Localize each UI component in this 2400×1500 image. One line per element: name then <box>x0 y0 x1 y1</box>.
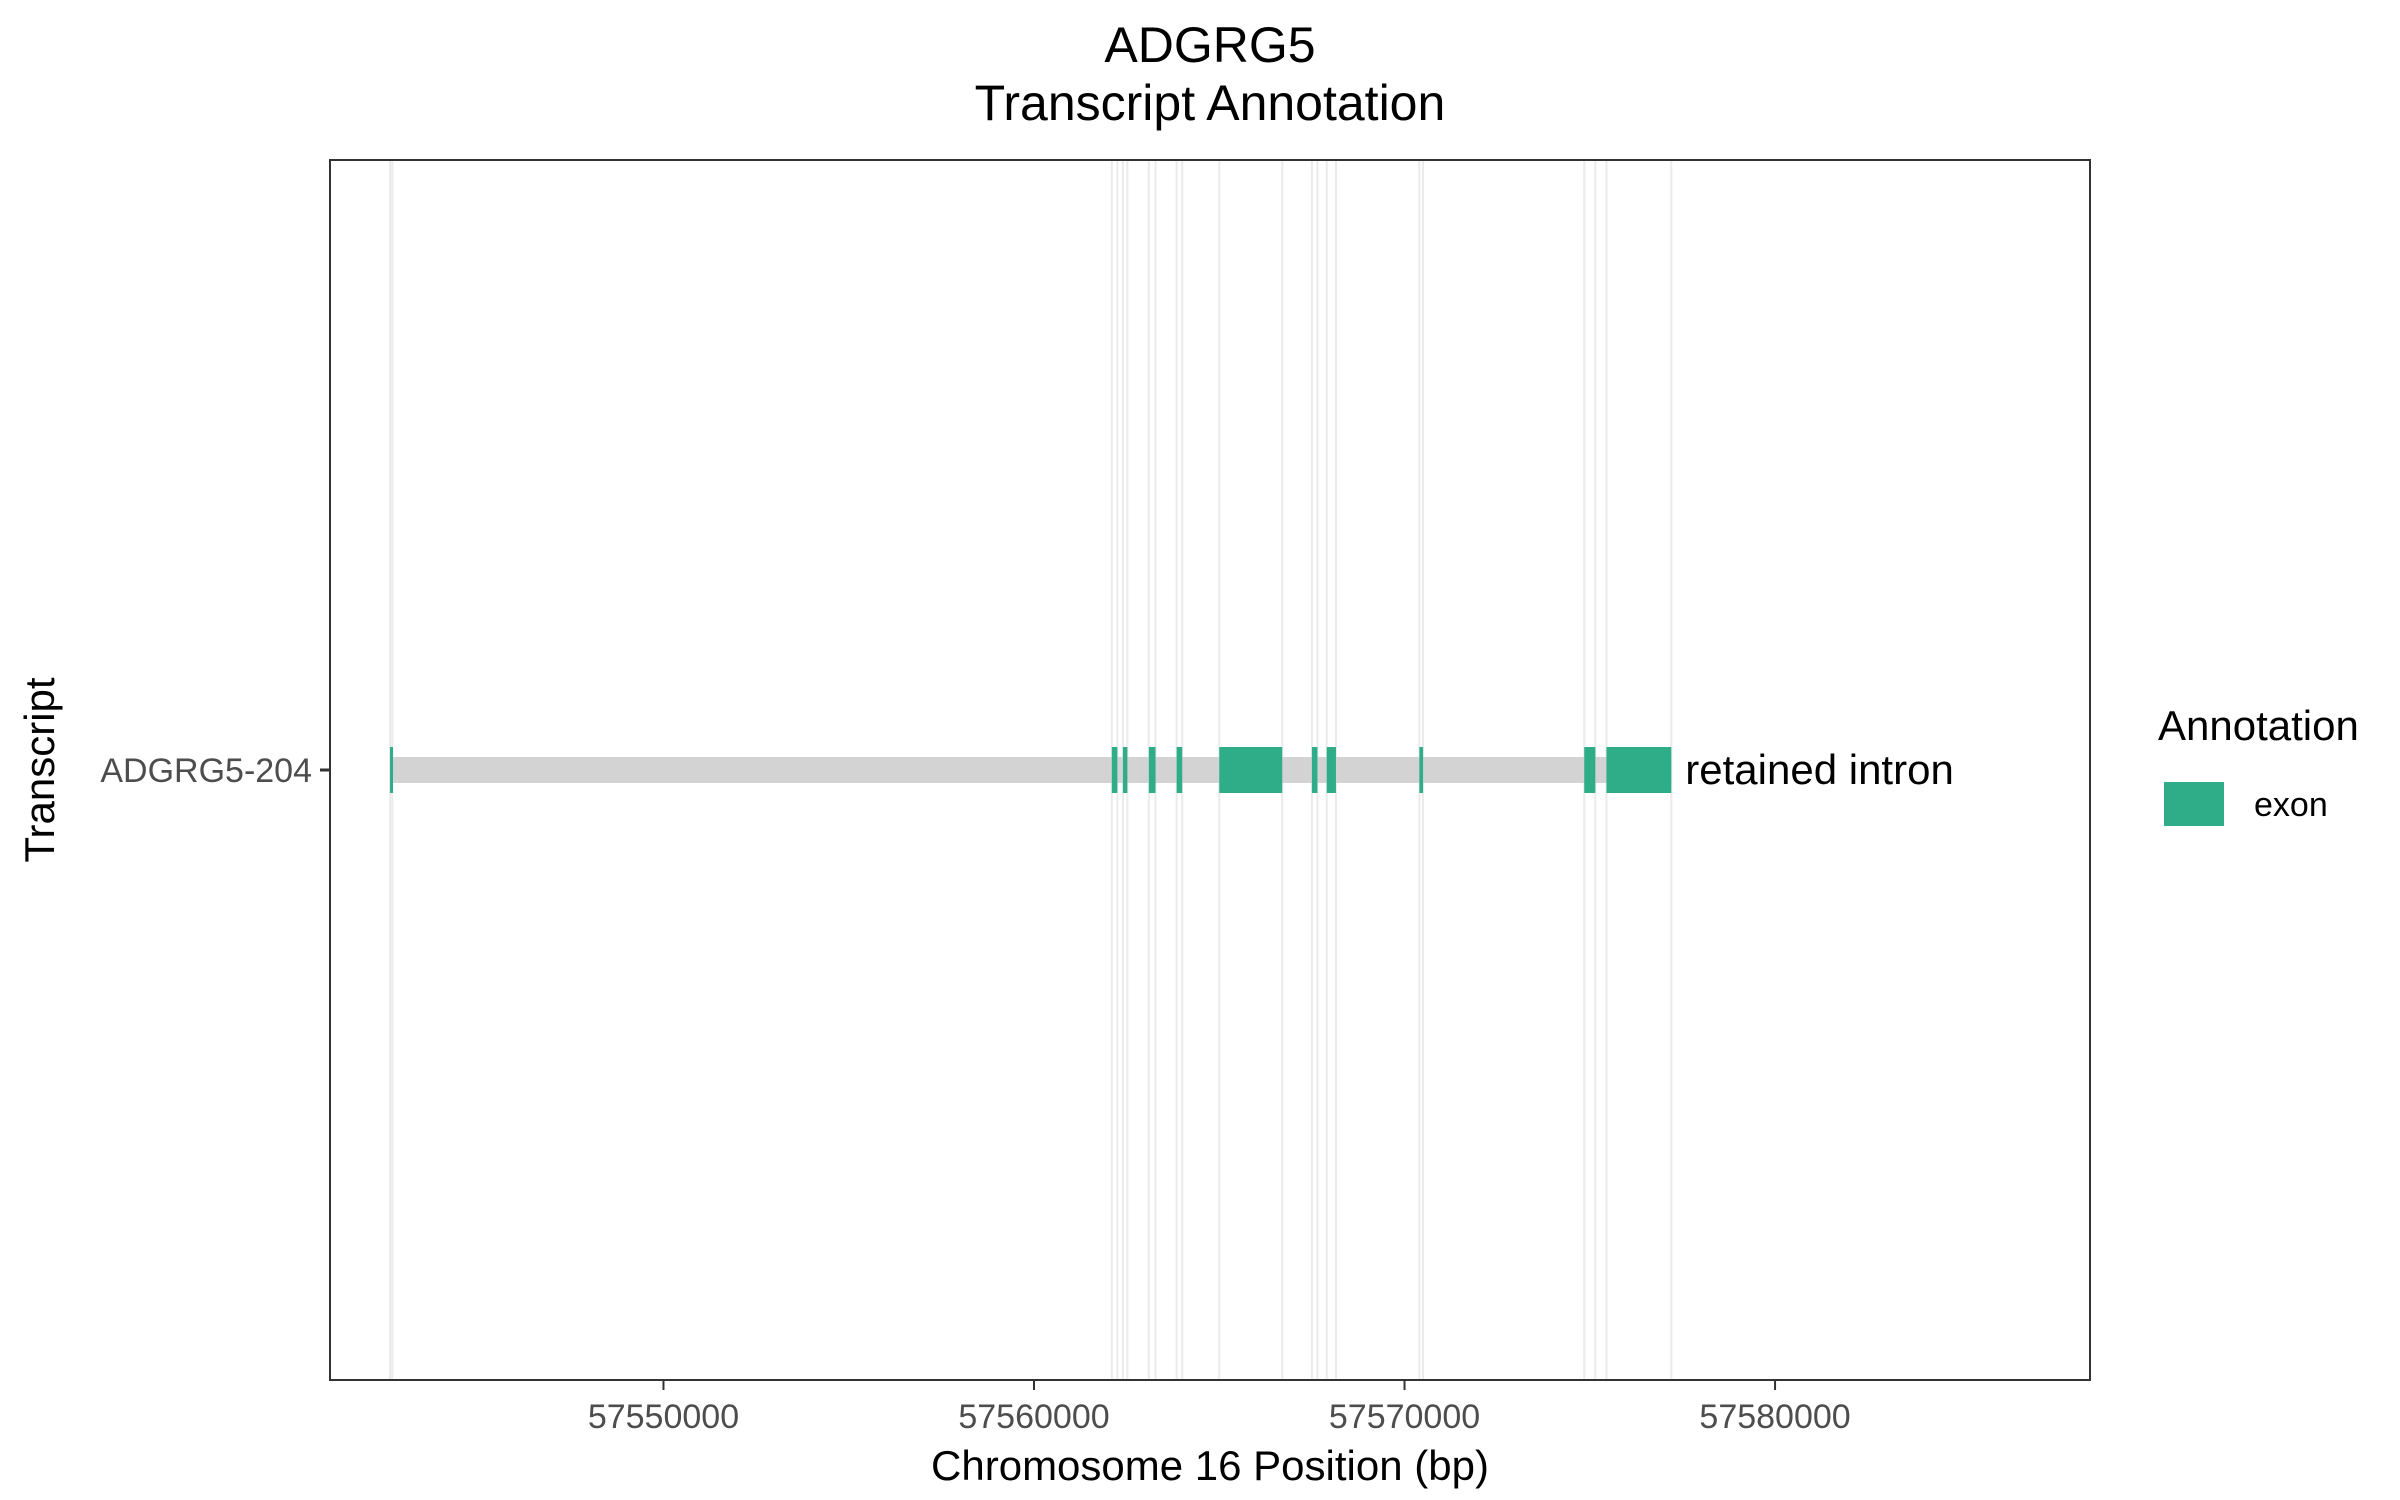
y-axis: ADGRG5-204 <box>100 752 330 790</box>
chart-title: ADGRG5 <box>1104 17 1315 73</box>
transcript-biotype-label: retained intron <box>1685 746 1954 793</box>
exon-block <box>1419 747 1424 793</box>
exon-block <box>1148 747 1156 793</box>
exon-block <box>1584 747 1596 793</box>
legend-label-exon: exon <box>2254 786 2328 824</box>
x-tick-label: 57550000 <box>588 1398 739 1436</box>
y-tick-label: ADGRG5-204 <box>100 752 312 790</box>
exon-block <box>1219 747 1283 793</box>
x-axis: 57550000 57560000 57570000 57580000 <box>588 1380 1851 1436</box>
transcript-layer: retained intron <box>390 746 1954 793</box>
plot-panel: retained intron <box>329 159 2091 1381</box>
x-tick-label: 57570000 <box>1329 1398 1480 1436</box>
chart-subtitle: Transcript Annotation <box>975 75 1446 131</box>
x-tick-label: 57580000 <box>1699 1398 1850 1436</box>
exon-block <box>1111 747 1118 793</box>
legend-title: Annotation <box>2158 702 2359 749</box>
intron-bar <box>391 757 1672 783</box>
exon-block <box>1176 747 1183 793</box>
exon-block <box>1326 747 1336 793</box>
x-axis-title: Chromosome 16 Position (bp) <box>931 1442 1489 1489</box>
legend: Annotation exon <box>2158 702 2359 826</box>
exon-block <box>390 747 394 793</box>
legend-swatch-exon <box>2164 782 2224 826</box>
x-tick-label: 57560000 <box>958 1398 1109 1436</box>
exon-block <box>1122 747 1128 793</box>
exon-block <box>1606 747 1672 793</box>
exon-block <box>1311 747 1318 793</box>
y-axis-title: Transcript <box>16 677 63 862</box>
